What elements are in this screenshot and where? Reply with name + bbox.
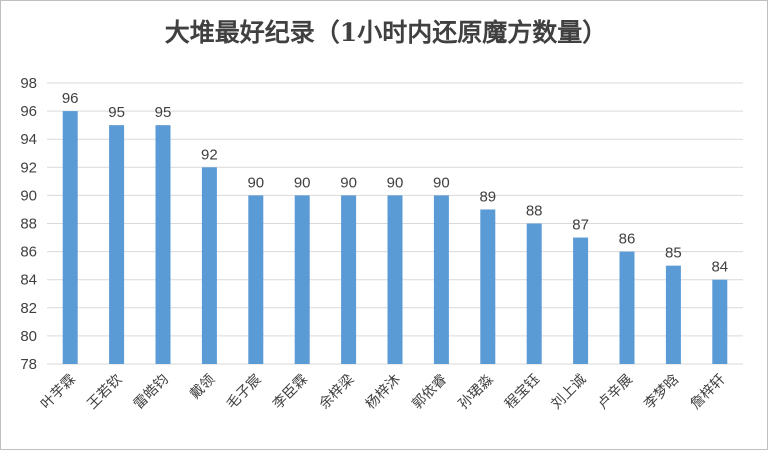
category-label: 程宝钰 [502, 372, 543, 413]
data-label: 86 [619, 231, 636, 248]
category-label: 卢辛展 [595, 372, 636, 413]
bars [62, 111, 728, 365]
category-label: 刘上诚 [548, 372, 589, 413]
category-label: 戴领 [187, 372, 218, 403]
category-labels: 叶芋霖 王若钦 雷皓钧 戴领 毛子宸 李臣霖 余梓梁 杨梓沐 郭依睿 孙珺淼 程宝钰 刘上诚 卢辛展 李梦… [38, 371, 729, 413]
data-label: 90 [433, 174, 450, 191]
y-tick-label: 86 [20, 244, 37, 261]
data-label: 92 [201, 146, 218, 163]
category-label: 杨梓沐 [363, 372, 404, 413]
category-label: 毛子宸 [223, 371, 265, 413]
data-label: 85 [665, 245, 682, 262]
category-label: 余梓梁 [316, 371, 358, 413]
data-label: 90 [294, 174, 311, 191]
bar [109, 125, 125, 365]
y-tick-label: 94 [20, 131, 37, 148]
data-label: 90 [247, 174, 264, 191]
bar [712, 279, 728, 364]
category-label: 雷皓钧 [131, 372, 172, 413]
y-tick-label: 92 [20, 159, 37, 176]
category-label: 叶芋霖 [38, 372, 79, 413]
y-tick-label: 80 [20, 328, 37, 345]
bar [387, 195, 403, 364]
data-labels: 96 95 95 92 90 90 90 90 90 89 88 87 86 85 84 [62, 90, 728, 276]
bar [155, 125, 171, 365]
data-label: 88 [526, 203, 543, 220]
y-tick-label: 78 [20, 356, 37, 373]
data-label: 95 [155, 104, 172, 121]
category-label: 李臣霖 [270, 372, 311, 413]
chart-title: 大堆最好纪录（1小时内还原魔方数量） [165, 18, 607, 47]
data-label: 84 [711, 259, 728, 276]
category-label: 王若钦 [84, 372, 125, 413]
y-tick-label: 84 [20, 272, 37, 289]
data-label: 89 [479, 188, 496, 205]
y-tick-label: 96 [20, 103, 37, 120]
bar [248, 195, 264, 364]
category-label: 李梦晗 [641, 371, 683, 413]
data-label: 87 [572, 217, 589, 234]
bar [480, 209, 496, 364]
bar [665, 265, 681, 364]
bar [62, 111, 78, 364]
bar [201, 167, 217, 364]
y-tick-label: 98 [20, 75, 37, 92]
bar [341, 195, 357, 364]
data-label: 95 [108, 104, 125, 121]
bar [619, 251, 635, 364]
category-label: 郭依睿 [409, 371, 451, 413]
category-label: 詹梓轩 [688, 372, 729, 413]
y-tick-label: 82 [20, 300, 37, 317]
category-label: 孙珺淼 [456, 372, 497, 413]
data-label: 90 [340, 174, 357, 191]
bar [526, 223, 542, 364]
data-label: 90 [387, 174, 404, 191]
data-label: 96 [62, 90, 79, 107]
y-tick-label: 88 [20, 216, 37, 233]
y-tick-label: 90 [20, 187, 37, 204]
y-axis-ticks: 78 80 82 84 86 88 90 92 94 96 98 [20, 75, 37, 373]
bar [433, 195, 449, 364]
bar [573, 237, 589, 364]
bar [294, 195, 310, 364]
